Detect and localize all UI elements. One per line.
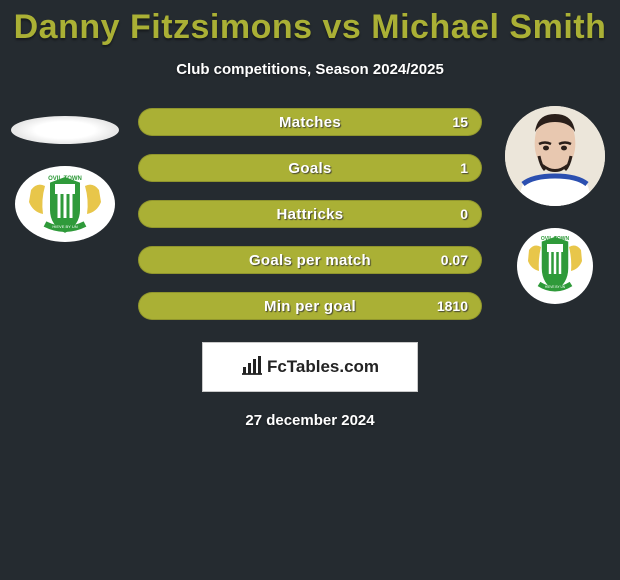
left-side: OVIL TOWN HIEVE BY UN: [10, 106, 120, 242]
stat-bar: Hattricks 0: [138, 200, 482, 228]
stat-label: Min per goal: [138, 298, 482, 315]
svg-text:HIEVE BY UN: HIEVE BY UN: [52, 224, 77, 229]
content-row: OVIL TOWN HIEVE BY UN Matches 15 Goals 1: [0, 106, 620, 320]
stat-bar: Matches 15: [138, 108, 482, 136]
stat-label: Goals per match: [138, 252, 482, 269]
date-text: 27 december 2024: [0, 412, 620, 429]
club-crest-left: OVIL TOWN HIEVE BY UN: [15, 166, 115, 242]
player-avatar-left: [11, 116, 119, 144]
player-avatar-right: [505, 106, 605, 206]
stats-bars: Matches 15 Goals 1 Hattricks 0 Goals per…: [120, 106, 500, 320]
page-subtitle: Club competitions, Season 2024/2025: [0, 61, 620, 78]
stat-right-value: 1810: [437, 298, 468, 314]
stat-label: Hattricks: [138, 206, 482, 223]
svg-text:OVIL TOWN: OVIL TOWN: [541, 236, 570, 242]
right-side: OVIL TOWN HIEVE BY UN: [500, 106, 610, 304]
chart-bars-icon: [241, 355, 263, 380]
brand-box[interactable]: FcTables.com: [202, 342, 418, 392]
svg-text:OVIL TOWN: OVIL TOWN: [48, 176, 82, 182]
stat-right-value: 15: [452, 114, 468, 130]
stat-bar: Goals per match 0.07: [138, 246, 482, 274]
club-crest-right: OVIL TOWN HIEVE BY UN: [517, 228, 593, 304]
svg-text:HIEVE BY UN: HIEVE BY UN: [545, 285, 566, 289]
stat-bar: Min per goal 1810: [138, 292, 482, 320]
stat-bar: Goals 1: [138, 154, 482, 182]
stat-right-value: 0: [460, 206, 468, 222]
stat-label: Goals: [138, 160, 482, 177]
comparison-widget: Danny Fitzsimons vs Michael Smith Club c…: [0, 0, 620, 429]
stat-right-value: 1: [460, 160, 468, 176]
stat-label: Matches: [138, 114, 482, 131]
brand-text: FcTables.com: [267, 357, 379, 377]
page-title: Danny Fitzsimons vs Michael Smith: [0, 0, 620, 47]
stat-right-value: 0.07: [441, 252, 468, 268]
